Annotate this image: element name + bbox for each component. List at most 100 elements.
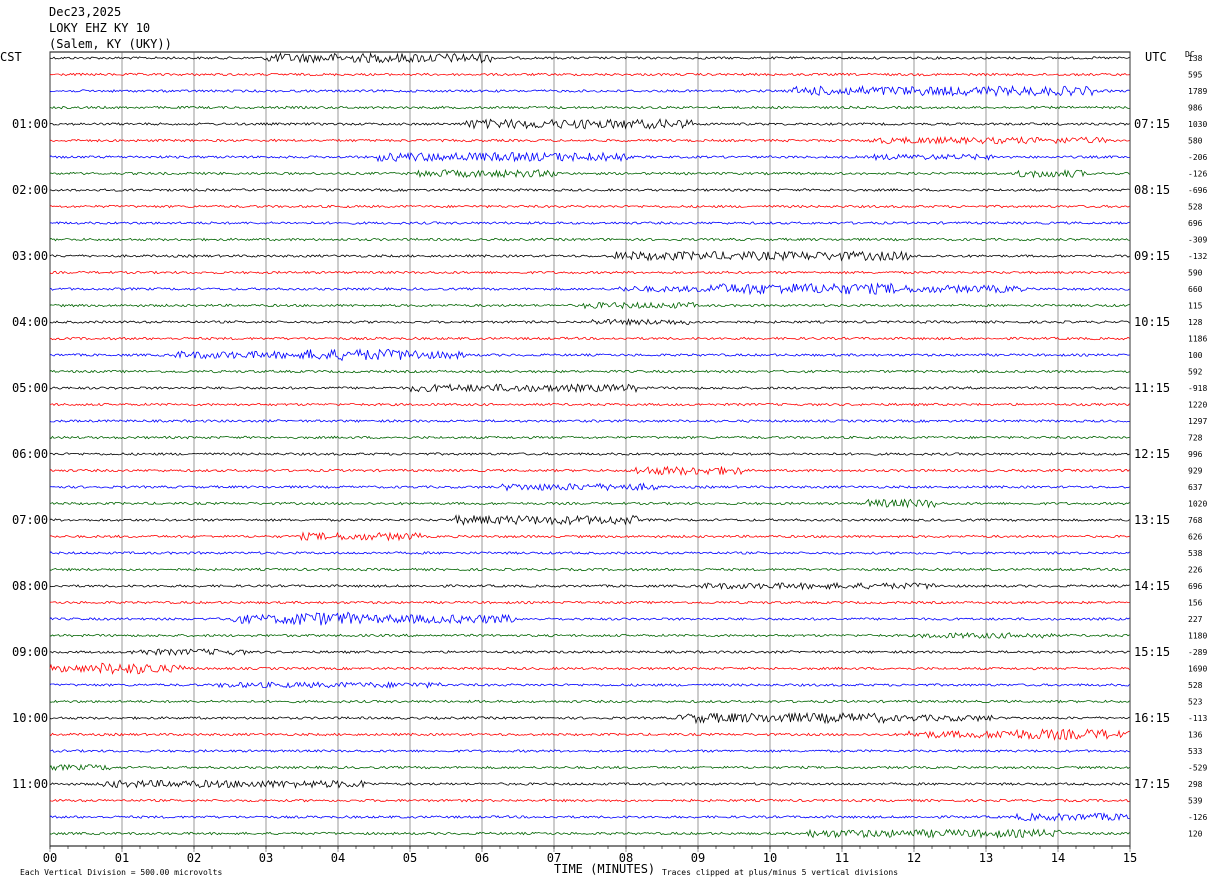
cst-hour-label: 02:00 bbox=[12, 183, 48, 197]
x-axis-title: TIME (MINUTES) bbox=[554, 862, 655, 876]
utc-hour-label: 09:15 bbox=[1134, 249, 1170, 263]
dc-offset-label: 128 bbox=[1188, 318, 1203, 327]
seismic-trace bbox=[49, 828, 1130, 839]
dc-offset-label: -113 bbox=[1188, 714, 1207, 723]
dc-offset-label: 538 bbox=[1188, 549, 1203, 558]
dc-offset-label: 1020 bbox=[1188, 500, 1207, 509]
seismic-trace bbox=[49, 699, 1130, 704]
seismic-trace bbox=[49, 282, 1130, 296]
dc-offset-label: 696 bbox=[1188, 219, 1203, 228]
seismic-trace bbox=[49, 567, 1130, 572]
cst-axis-title: CST bbox=[0, 50, 22, 64]
utc-hour-label: 15:15 bbox=[1134, 645, 1170, 659]
seismic-trace bbox=[49, 419, 1130, 423]
dc-offset-label: 1297 bbox=[1188, 417, 1207, 426]
seismic-trace bbox=[49, 336, 1130, 341]
station-code: LOKY EHZ KY 10 bbox=[49, 21, 151, 35]
seismic-trace bbox=[49, 270, 1130, 275]
seismic-trace bbox=[49, 237, 1130, 242]
dc-offset-label: 592 bbox=[1188, 368, 1203, 377]
seismic-trace bbox=[49, 135, 1130, 146]
seismic-trace bbox=[49, 681, 1130, 689]
dc-offset-label: -126 bbox=[1188, 813, 1207, 822]
dc-offset-label: -126 bbox=[1188, 170, 1207, 179]
seismic-trace bbox=[49, 648, 1130, 657]
dc-column-title: DC bbox=[1185, 50, 1195, 59]
chart-header: Dec23,2025 LOKY EHZ KY 10 (Salem, KY (UKY)… bbox=[49, 4, 172, 52]
dc-offset-label: -132 bbox=[1188, 252, 1207, 261]
utc-hour-label: 11:15 bbox=[1134, 381, 1170, 395]
dc-offset-label: 227 bbox=[1188, 615, 1203, 624]
seismic-trace bbox=[49, 498, 1130, 509]
dc-offset-label: 226 bbox=[1188, 566, 1203, 575]
dc-offset-label: 996 bbox=[1188, 450, 1203, 459]
cst-hour-label: 04:00 bbox=[12, 315, 48, 329]
dc-offset-label: 580 bbox=[1188, 137, 1203, 146]
seismic-trace bbox=[49, 763, 1130, 772]
seismic-trace bbox=[49, 728, 1130, 741]
seismic-trace bbox=[49, 204, 1130, 209]
seismic-trace bbox=[49, 798, 1130, 803]
seismic-trace bbox=[49, 600, 1130, 605]
utc-hour-label: 13:15 bbox=[1134, 513, 1170, 527]
dc-offset-label: 298 bbox=[1188, 780, 1203, 789]
cst-hour-label: 06:00 bbox=[12, 447, 48, 461]
dc-offset-label: 136 bbox=[1188, 731, 1203, 740]
scale-note: Each Vertical Division = 500.00 microvol… bbox=[20, 868, 222, 877]
x-tick-label: 05 bbox=[403, 851, 417, 865]
seismic-trace bbox=[49, 105, 1130, 110]
cst-hour-label: 10:00 bbox=[12, 711, 48, 725]
x-tick-label: 03 bbox=[259, 851, 273, 865]
dc-offset-label: 156 bbox=[1188, 599, 1203, 608]
dc-offset-label: 595 bbox=[1188, 71, 1203, 80]
dc-offset-label: -918 bbox=[1188, 384, 1207, 393]
seismic-trace bbox=[49, 168, 1130, 179]
cst-hour-label: 08:00 bbox=[12, 579, 48, 593]
clip-note: Traces clipped at plus/minus 5 vertical … bbox=[662, 868, 898, 877]
x-tick-label: 06 bbox=[475, 851, 489, 865]
dc-offset-label: 138 bbox=[1188, 54, 1203, 63]
seismic-trace bbox=[49, 581, 1130, 591]
seismic-trace bbox=[49, 84, 1130, 97]
station-location: (Salem, KY (UKY)) bbox=[49, 37, 172, 51]
cst-hour-label: 09:00 bbox=[12, 645, 48, 659]
x-tick-label: 09 bbox=[691, 851, 705, 865]
cst-hour-label: 03:00 bbox=[12, 249, 48, 263]
cst-hour-label: 07:00 bbox=[12, 513, 48, 527]
seismic-trace bbox=[49, 812, 1130, 822]
utc-hour-label: 17:15 bbox=[1134, 777, 1170, 791]
seismic-trace bbox=[49, 383, 1130, 394]
dc-offset-label: 637 bbox=[1188, 483, 1203, 492]
cst-hour-label: 11:00 bbox=[12, 777, 48, 791]
dc-offset-label: -309 bbox=[1188, 236, 1207, 245]
x-tick-label: 04 bbox=[331, 851, 345, 865]
seismic-trace bbox=[49, 632, 1130, 640]
plot-frame bbox=[49, 51, 1131, 847]
seismic-trace bbox=[49, 402, 1130, 407]
seismic-trace bbox=[49, 348, 1130, 362]
seismic-trace bbox=[49, 711, 1130, 725]
dc-offset-label: 120 bbox=[1188, 830, 1203, 839]
dc-offset-label: 929 bbox=[1188, 467, 1203, 476]
dc-offset-label: 986 bbox=[1188, 104, 1203, 113]
seismic-trace bbox=[49, 151, 1130, 163]
dc-offset-label: 590 bbox=[1188, 269, 1203, 278]
dc-offset-label: 533 bbox=[1188, 747, 1203, 756]
dc-offset-label: -696 bbox=[1188, 186, 1207, 195]
dc-offset-label: 626 bbox=[1188, 533, 1203, 542]
x-tick-label: 13 bbox=[979, 851, 993, 865]
x-tick-label: 14 bbox=[1051, 851, 1065, 865]
x-tick-label: 12 bbox=[907, 851, 921, 865]
utc-hour-label: 14:15 bbox=[1134, 579, 1170, 593]
label-layer: 00 01 02 03 04 05 06 07 08 09 10 11 12 13 14 15 138 595 17… bbox=[12, 54, 1207, 865]
dc-offset-label: 1180 bbox=[1188, 632, 1207, 641]
chart-date: Dec23,2025 bbox=[49, 5, 122, 19]
seismic-trace bbox=[49, 611, 1130, 626]
cst-hour-label: 01:00 bbox=[12, 117, 48, 131]
dc-offset-label: 696 bbox=[1188, 582, 1203, 591]
seismic-trace bbox=[49, 317, 1130, 327]
dc-offset-label: 115 bbox=[1188, 302, 1203, 311]
seismic-trace bbox=[49, 52, 1130, 64]
dc-offset-label: 768 bbox=[1188, 516, 1203, 525]
